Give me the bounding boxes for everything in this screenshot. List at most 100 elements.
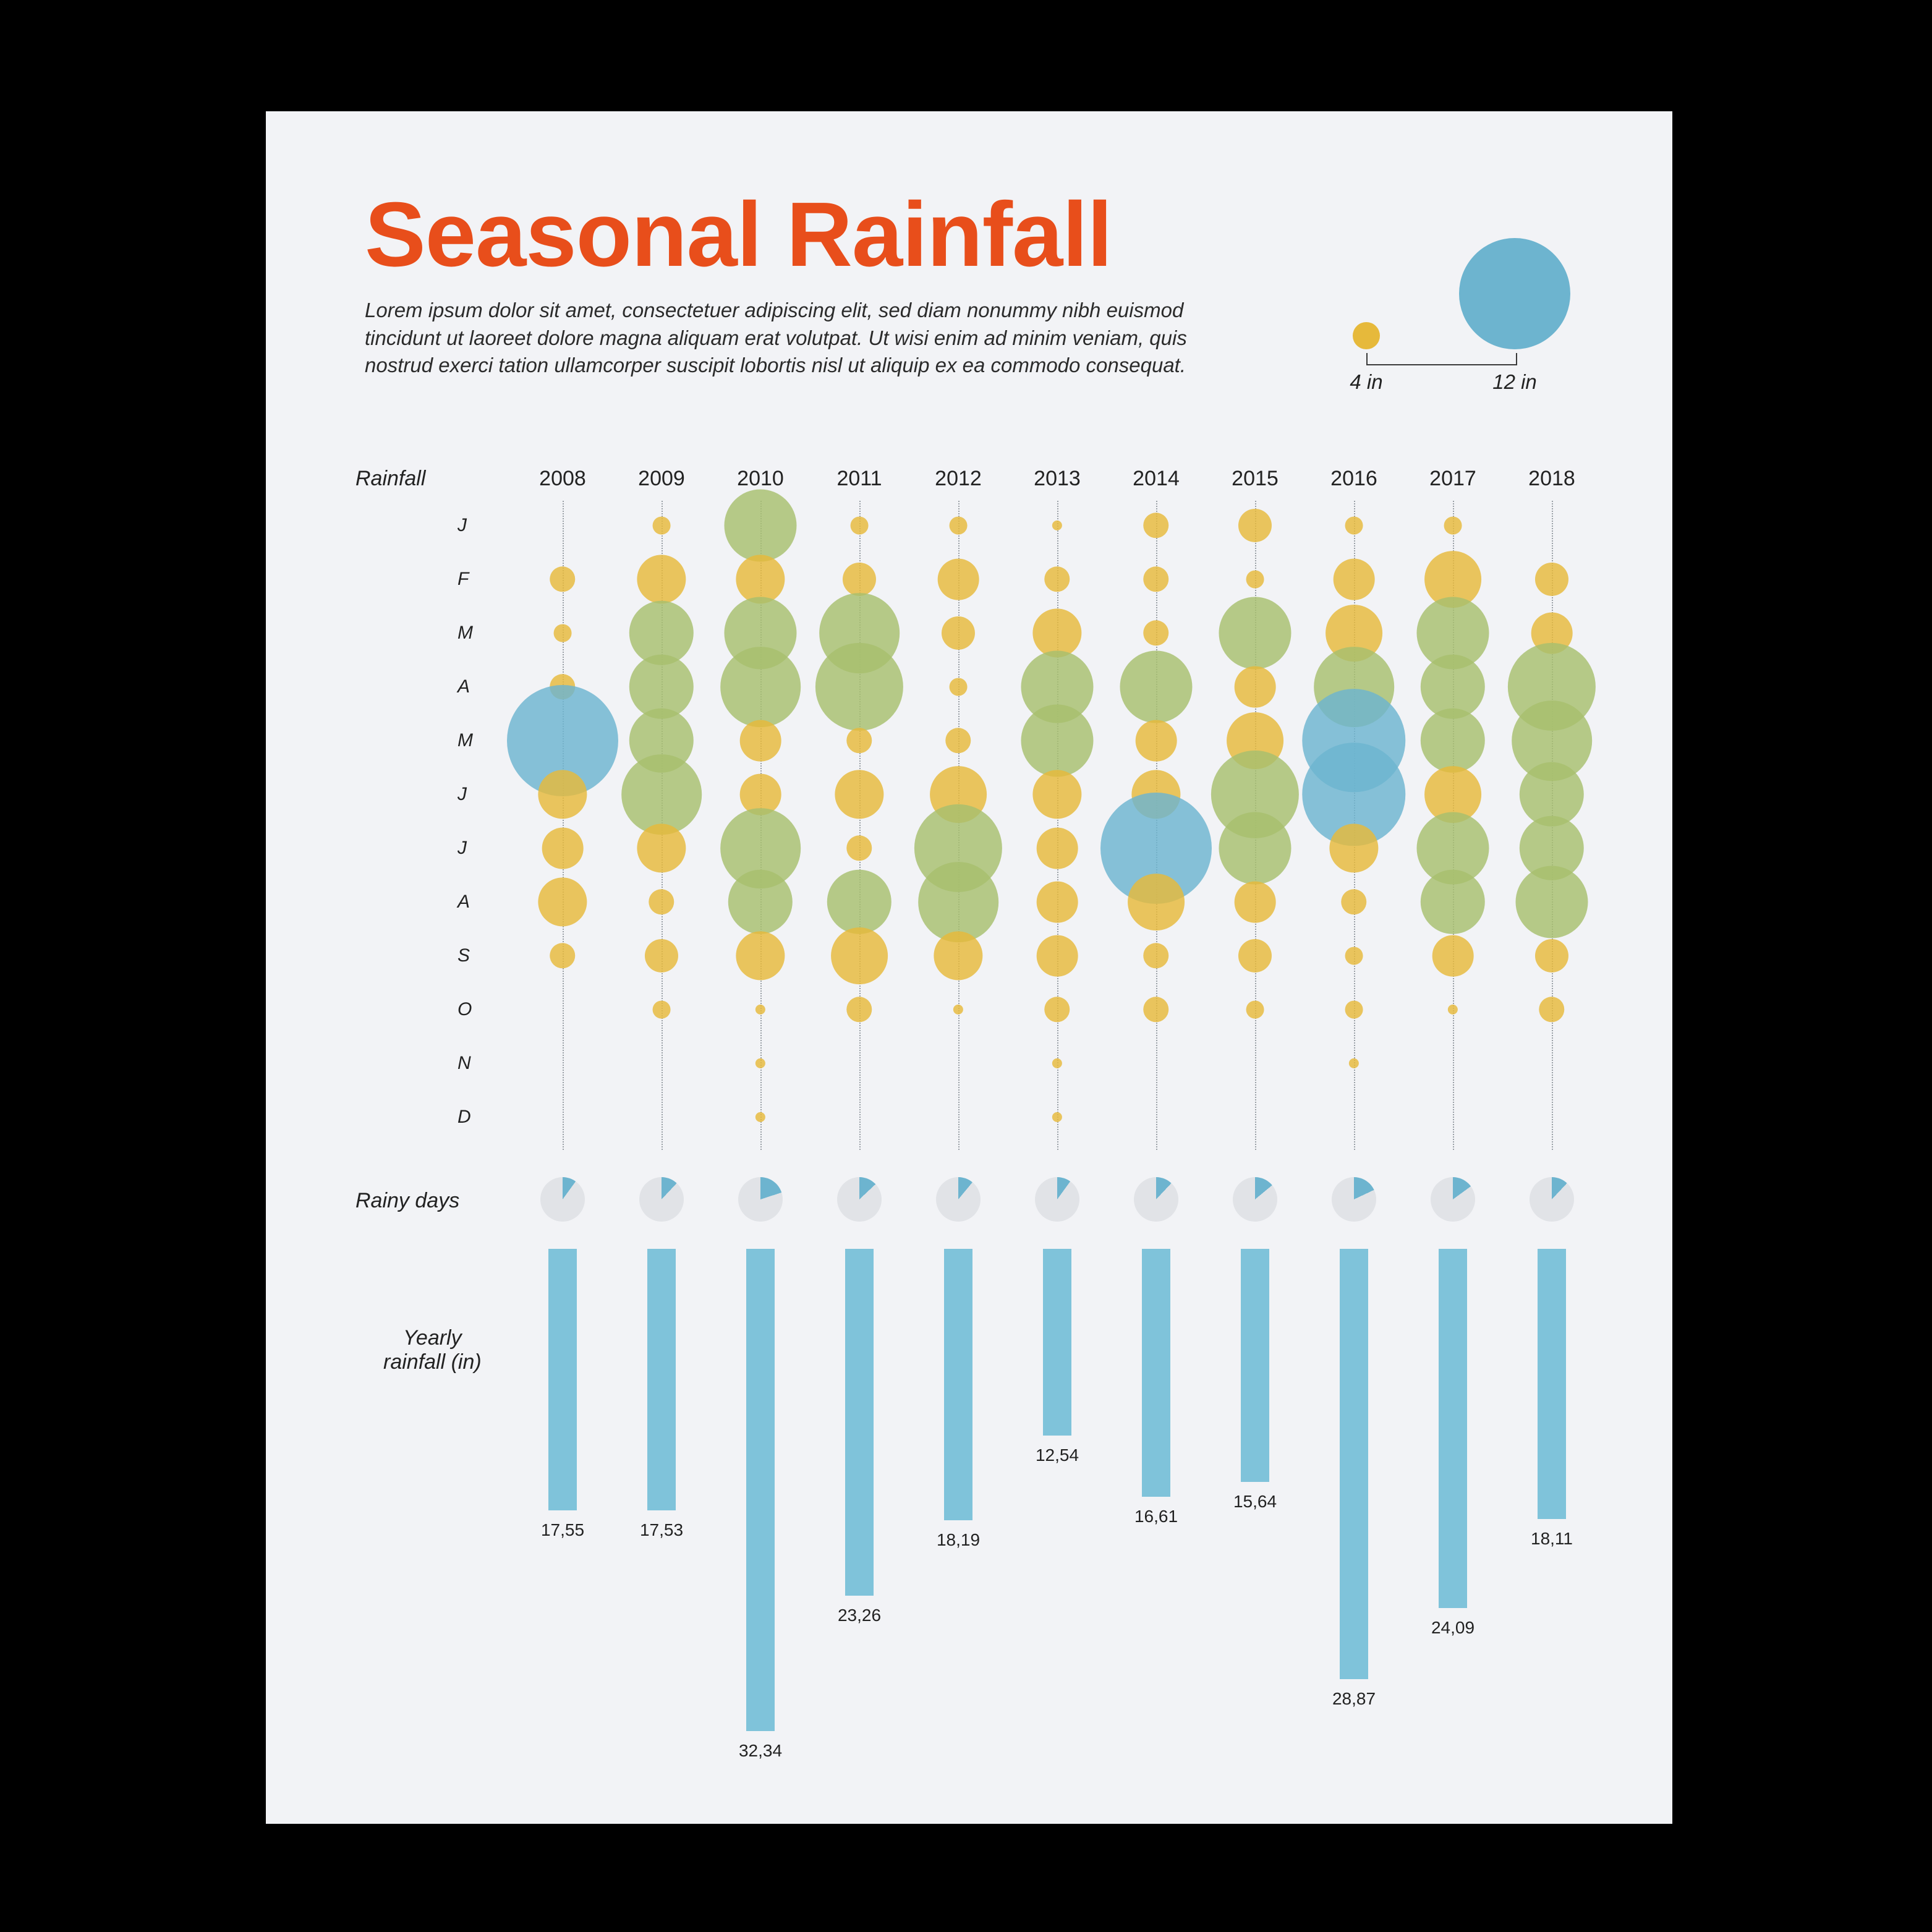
- month-label: A: [457, 892, 470, 913]
- rain-bubble: [1044, 997, 1070, 1022]
- grid-line: [1057, 501, 1058, 1150]
- rain-bubble: [1120, 650, 1192, 723]
- rain-bubble: [1444, 517, 1462, 535]
- rain-bubble: [1345, 517, 1363, 535]
- year-label: 2014: [1133, 467, 1180, 491]
- rainy-days-pie: [1332, 1177, 1376, 1222]
- legend-large-bubble: [1459, 238, 1570, 349]
- month-label: D: [457, 1107, 471, 1128]
- rain-bubble: [542, 828, 584, 869]
- legend-bracket: [1366, 353, 1517, 365]
- rain-bubble: [1421, 709, 1485, 773]
- rainy-days-pie: [738, 1177, 783, 1222]
- rain-bubble: [740, 720, 781, 762]
- rain-bubble: [649, 889, 674, 914]
- rain-bubble: [1345, 1001, 1363, 1019]
- poster: Seasonal Rainfall Lorem ipsum dolor sit …: [266, 111, 1672, 1824]
- yearly-rainfall-bar: [548, 1249, 577, 1510]
- rain-bubble: [1219, 597, 1291, 669]
- legend-small-label: 4 in: [1350, 370, 1382, 394]
- year-label: 2015: [1232, 467, 1279, 491]
- rain-bubble: [1219, 812, 1291, 884]
- yearly-rainfall-value: 24,09: [1431, 1618, 1475, 1638]
- yearly-rainfall-value: 15,64: [1233, 1492, 1277, 1512]
- year-label: 2017: [1429, 467, 1476, 491]
- yearly-rainfall-bar: [1439, 1249, 1467, 1608]
- rain-bubble: [1052, 521, 1062, 530]
- year-label: 2010: [737, 467, 784, 491]
- yearly-rainfall-bar: [1241, 1249, 1269, 1482]
- month-label: J: [457, 784, 467, 805]
- rain-bubble: [1128, 874, 1185, 930]
- rain-bubble: [724, 489, 796, 561]
- rain-bubble: [653, 1001, 671, 1019]
- rain-bubble: [1143, 566, 1168, 592]
- rain-bubble: [538, 877, 587, 926]
- yearly-rainfall-value: 18,11: [1531, 1529, 1573, 1549]
- yearly-rainfall-bar: [1142, 1249, 1170, 1497]
- rain-bubble: [736, 931, 785, 980]
- legend-large-label: 12 in: [1492, 370, 1537, 394]
- rainy-days-pie: [1134, 1177, 1178, 1222]
- rain-bubble: [953, 1005, 963, 1015]
- rain-bubble: [1143, 943, 1168, 968]
- month-label: O: [457, 999, 472, 1020]
- rain-bubble: [1349, 1058, 1359, 1068]
- rain-bubble: [827, 870, 892, 934]
- month-label: J: [457, 838, 467, 859]
- rain-bubble: [1037, 828, 1078, 869]
- rain-bubble: [637, 823, 686, 872]
- rainy-days-pie: [1431, 1177, 1475, 1222]
- rain-bubble: [1037, 882, 1078, 923]
- year-label: 2012: [935, 467, 982, 491]
- year-label: 2009: [638, 467, 685, 491]
- rain-bubble: [637, 555, 686, 603]
- rainy-days-pie: [837, 1177, 882, 1222]
- rain-bubble: [1246, 571, 1264, 589]
- rain-bubble: [1515, 866, 1588, 938]
- rain-bubble: [1345, 947, 1363, 965]
- rain-bubble: [1535, 939, 1568, 972]
- rain-bubble: [815, 643, 903, 731]
- month-label: J: [457, 515, 467, 536]
- rain-bubble: [1037, 935, 1078, 977]
- rain-bubble: [1238, 509, 1272, 542]
- rain-bubble: [1044, 566, 1070, 592]
- yearly-rainfall-bar: [647, 1249, 676, 1510]
- rain-bubble: [1235, 666, 1276, 708]
- rain-bubble: [846, 835, 872, 861]
- size-legend: 4 in 12 in: [1329, 241, 1589, 402]
- rain-bubble: [1246, 1001, 1264, 1019]
- rain-bubble: [1535, 563, 1568, 596]
- yearly-rainfall-bar: [1043, 1249, 1071, 1436]
- rain-bubble: [1021, 704, 1093, 777]
- rain-bubble: [550, 943, 575, 968]
- rain-bubble: [846, 997, 872, 1022]
- rain-bubble: [720, 647, 801, 727]
- yearly-rainfall-bar: [1340, 1249, 1368, 1679]
- rain-bubble: [1432, 935, 1474, 977]
- yearly-rainfall-value: 17,53: [640, 1520, 683, 1540]
- year-label: 2018: [1528, 467, 1575, 491]
- yearly-rainfall-value: 12,54: [1036, 1445, 1079, 1465]
- rain-bubble: [554, 624, 572, 642]
- rain-bubble: [1238, 939, 1272, 972]
- yearly-rainfall-value: 16,61: [1134, 1507, 1178, 1526]
- rain-bubble: [653, 517, 671, 535]
- rain-bubble: [942, 616, 975, 650]
- month-label: M: [457, 623, 473, 644]
- rain-bubble: [934, 931, 982, 980]
- rain-bubble: [755, 1058, 765, 1068]
- rain-bubble: [950, 517, 968, 535]
- rain-bubble: [835, 770, 883, 819]
- month-label: A: [457, 676, 470, 697]
- year-label: 2016: [1330, 467, 1377, 491]
- rain-bubble: [1539, 997, 1564, 1022]
- yearly-rainfall-bar: [944, 1249, 972, 1520]
- rain-bubble: [843, 563, 876, 596]
- yearly-rainfall-value: 17,55: [541, 1520, 584, 1540]
- rain-bubble: [918, 862, 998, 942]
- rain-bubble: [1052, 1112, 1062, 1122]
- yearly-rainfall-value: 18,19: [937, 1530, 980, 1550]
- rain-bubble: [1143, 513, 1168, 538]
